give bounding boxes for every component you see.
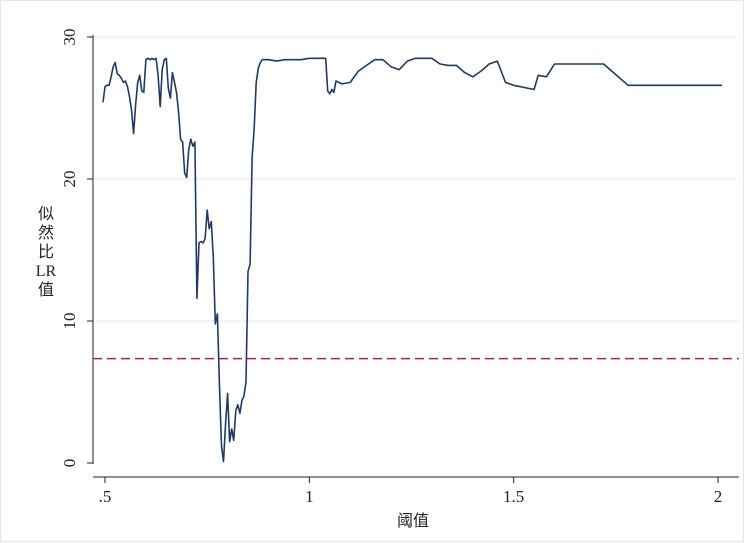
y-axis-title-line: 值	[38, 281, 54, 299]
y-tick-label: 30	[60, 29, 79, 46]
y-axis-title-line: 然	[38, 224, 54, 242]
y-tick-label: 0	[60, 459, 79, 468]
y-axis-title-line: 比	[38, 243, 54, 261]
series-line	[102, 57, 723, 463]
y-tick-label: 10	[60, 313, 79, 330]
x-tick-label: 2	[714, 487, 723, 506]
series-layer	[102, 57, 723, 463]
x-tick-label: .5	[99, 487, 112, 506]
x-tick-label: 1	[305, 487, 314, 506]
x-axis-title: 阈值	[397, 512, 429, 530]
y-axis-title: 似然比 LR值	[36, 206, 57, 299]
gridlines	[93, 36, 739, 322]
y-axis-title-line: 似	[38, 206, 54, 223]
x-tick-label: 1.5	[503, 487, 524, 506]
y-tick-label: 20	[60, 171, 79, 188]
y-axis-title-line: LR	[36, 263, 57, 280]
axes: 0 10 20 30 .5 1 1.5 2	[60, 29, 739, 506]
